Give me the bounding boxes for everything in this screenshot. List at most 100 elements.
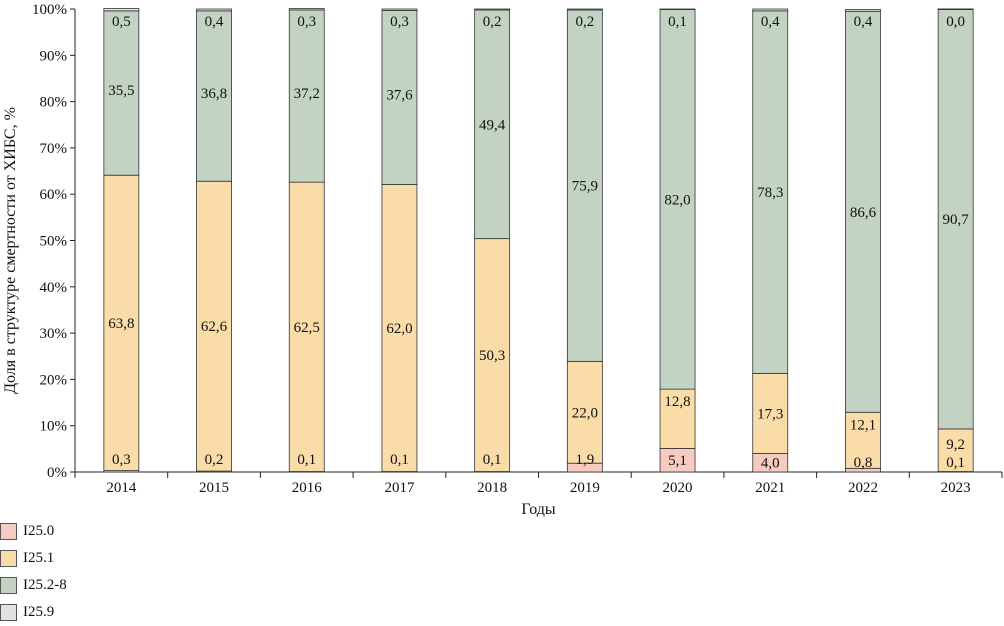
legend-swatch (0, 577, 17, 594)
data-label-i25-1: 12,8 (664, 394, 690, 410)
bar-segment-i25-2-8 (474, 9, 511, 240)
data-label-i25-9: 0,0 (946, 14, 965, 30)
data-label-i25-1: 62,6 (201, 319, 228, 335)
data-label-i25-1: 63,8 (108, 316, 134, 332)
data-label-i25-0: 0,8 (854, 455, 873, 471)
data-label-i25-0: 0,3 (112, 452, 131, 468)
data-label-i25-2-8: 37,2 (294, 86, 320, 102)
y-tick-label: 50% (40, 234, 68, 250)
y-tick-label: 100% (32, 2, 67, 18)
legend-label: I25.9 (23, 604, 55, 620)
data-label-i25-1: 50,3 (479, 348, 505, 364)
bar-segment-i25-1 (381, 184, 418, 472)
data-label-i25-0: 0,2 (205, 452, 224, 468)
bar-segment-i25-9 (659, 8, 696, 11)
bar-segment-i25-9 (845, 9, 881, 12)
bar-segment-i25-9 (937, 8, 974, 11)
bar-segment-i25-2-8 (566, 9, 603, 362)
data-label-i25-9: 0,1 (668, 14, 687, 30)
x-axis-title: Годы (521, 501, 556, 518)
data-label-i25-1: 9,2 (946, 437, 965, 453)
data-label-i25-9: 0,3 (297, 14, 316, 30)
bar-segment-i25-9 (474, 8, 511, 11)
x-tick-label: 2022 (848, 480, 878, 496)
data-label-i25-1: 12,1 (850, 417, 876, 433)
y-tick-label: 20% (40, 372, 68, 388)
x-tick-label: 2020 (663, 480, 693, 496)
bar-segment-i25-1 (845, 411, 881, 469)
bar-segment-i25-9 (566, 8, 603, 11)
bar-segment-i25-9 (196, 8, 232, 12)
legend-swatch (0, 604, 17, 621)
bar-segment-i25-1 (937, 428, 974, 472)
y-axis-title: Доля в структуре смертности от ХИБС, % (2, 107, 19, 394)
x-tick-label: 2015 (199, 480, 229, 496)
data-label-i25-0: 5,1 (668, 453, 687, 469)
y-tick-label: 90% (40, 48, 68, 64)
data-label-i25-2-8: 78,3 (757, 185, 783, 201)
stacked-bar-chart: 0% 10% 20% 30% 40% 50% 60% 70% 80% 90% 100% 2014 201… (2, 2, 1003, 518)
data-label-i25-9: 0,5 (112, 14, 131, 30)
x-tick-label: 2014 (106, 480, 137, 496)
data-label-i25-0: 0,1 (390, 452, 409, 468)
data-label-i25-9: 0,4 (854, 14, 873, 30)
data-label-i25-2-8: 90,7 (943, 212, 970, 228)
x-tick-label: 2021 (755, 480, 785, 496)
legend: I25.0 I25.1 I25.2-8 I25.9 (0, 518, 67, 626)
data-label-i25-9: 0,2 (575, 14, 594, 30)
y-tick-label: 10% (40, 419, 68, 435)
legend-label: I25.2-8 (23, 577, 67, 593)
data-label-i25-2-8: 75,9 (572, 179, 598, 195)
data-label-i25-2-8: 36,8 (201, 86, 227, 102)
legend-label: I25.0 (23, 523, 55, 539)
bar-segment-i25-9 (288, 8, 325, 11)
data-label-i25-9: 0,4 (761, 14, 780, 30)
data-label-i25-2-8: 86,6 (850, 205, 877, 221)
bar-segment-i25-9 (752, 8, 789, 12)
legend-swatch (0, 550, 17, 567)
bar-segment-i25-1 (288, 181, 325, 472)
bar-segment-i25-1 (196, 180, 232, 472)
data-label-i25-2-8: 37,6 (386, 87, 413, 103)
data-label-i25-0: 0,1 (483, 452, 502, 468)
data-label-i25-1: 62,0 (386, 321, 412, 337)
x-tick-label: 2019 (570, 480, 600, 496)
legend-label: I25.1 (23, 550, 55, 566)
bar-segment-i25-9 (381, 8, 418, 11)
data-label-i25-9: 0,3 (390, 14, 409, 30)
data-label-i25-0: 0,1 (946, 455, 965, 471)
bar-segment-i25-2-8 (288, 9, 325, 183)
y-tick-label: 40% (40, 280, 68, 296)
data-label-i25-2-8: 35,5 (108, 83, 134, 99)
legend-item: I25.1 (0, 545, 67, 572)
data-label-i25-0: 0,1 (297, 452, 316, 468)
bar-segment-i25-2-8 (752, 10, 789, 374)
legend-item: I25.0 (0, 518, 67, 545)
data-label-i25-0: 4,0 (761, 456, 780, 472)
bar-segment-i25-9 (103, 8, 140, 12)
data-label-i25-2-8: 82,0 (664, 192, 690, 208)
y-tick-label: 70% (40, 141, 68, 157)
bar-segment-i25-1 (103, 174, 140, 472)
bar-segment-i25-2-8 (196, 10, 232, 182)
y-tick-label: 60% (40, 187, 68, 203)
data-label-i25-1: 17,3 (757, 406, 783, 422)
legend-item: I25.9 (0, 599, 67, 626)
data-label-i25-9: 0,4 (205, 14, 224, 30)
bar-segment-i25-2-8 (103, 10, 140, 176)
bar-segment-i25-1 (566, 360, 603, 464)
bar-segment-i25-1 (474, 238, 511, 472)
data-label-i25-2-8: 49,4 (479, 117, 506, 133)
legend-item: I25.2-8 (0, 572, 67, 599)
data-label-i25-1: 62,5 (294, 320, 320, 336)
y-tick-label: 0% (47, 465, 67, 481)
bar-segment-i25-2-8 (381, 9, 418, 185)
x-tick-label: 2016 (292, 480, 323, 496)
x-tick-label: 2017 (384, 480, 415, 496)
bar-segment-i25-2-8 (937, 8, 974, 430)
bar-segment-i25-2-8 (659, 9, 696, 390)
data-label-i25-0: 1,9 (575, 452, 594, 468)
data-label-i25-1: 22,0 (572, 405, 598, 421)
x-tick-label: 2018 (477, 480, 507, 496)
y-tick-label: 30% (40, 326, 68, 342)
